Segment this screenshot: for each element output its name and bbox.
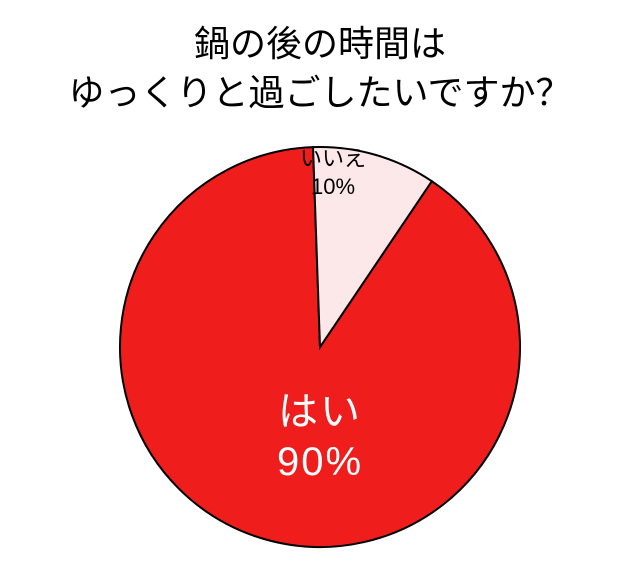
pie-chart bbox=[0, 117, 640, 567]
chart-title: 鍋の後の時間は ゆっくりと過ごしたいですか？ bbox=[0, 0, 640, 117]
pie-chart-container: いいえ 10% はい 90% bbox=[0, 117, 640, 567]
title-line-2: ゆっくりと過ごしたいですか？ bbox=[69, 72, 572, 113]
title-line-1: 鍋の後の時間は bbox=[194, 23, 446, 64]
